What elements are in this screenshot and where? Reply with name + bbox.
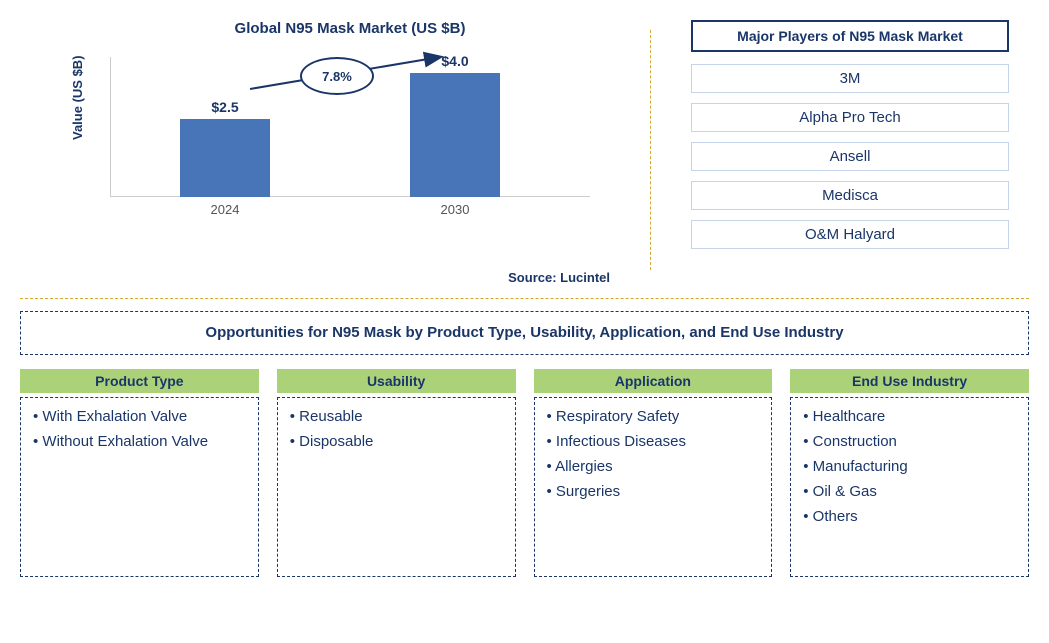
column-header: Application bbox=[534, 369, 773, 393]
players-panel: Major Players of N95 Mask Market 3M Alpha… bbox=[661, 10, 1029, 290]
list-item: With Exhalation Valve bbox=[33, 408, 246, 425]
player-item: 3M bbox=[691, 64, 1009, 93]
list-item: Surgeries bbox=[547, 483, 760, 500]
players-list: 3M Alpha Pro Tech Ansell Medisca O&M Halyard bbox=[691, 64, 1009, 249]
list-item: Oil & Gas bbox=[803, 483, 1016, 500]
growth-rate-bubble: 7.8% bbox=[300, 57, 374, 95]
player-item: Ansell bbox=[691, 142, 1009, 171]
opportunities-title-box: Opportunities for N95 Mask by Product Ty… bbox=[20, 311, 1029, 355]
list-item: Infectious Diseases bbox=[547, 433, 760, 450]
players-title: Major Players of N95 Mask Market bbox=[691, 20, 1009, 52]
column-header: Product Type bbox=[20, 369, 259, 393]
opportunity-column: Usability Reusable Disposable bbox=[277, 369, 516, 577]
list-item: Others bbox=[803, 508, 1016, 525]
vertical-divider bbox=[650, 30, 651, 270]
column-header: End Use Industry bbox=[790, 369, 1029, 393]
opportunity-column: End Use Industry Healthcare Construction Ma… bbox=[790, 369, 1029, 577]
column-body: Reusable Disposable bbox=[277, 397, 516, 577]
x-tick-2030: 2030 bbox=[410, 202, 500, 217]
column-header: Usability bbox=[277, 369, 516, 393]
opportunity-columns: Product Type With Exhalation Valve Without… bbox=[20, 369, 1029, 577]
top-section: Global N95 Mask Market (US $B) Value (US… bbox=[20, 10, 1029, 290]
player-item: O&M Halyard bbox=[691, 220, 1009, 249]
chart-ylabel: Value (US $B) bbox=[70, 55, 85, 140]
opportunities-title: Opportunities for N95 Mask by Product Ty… bbox=[205, 324, 843, 341]
list-item: Respiratory Safety bbox=[547, 408, 760, 425]
chart-body: $2.5 2024 $4.0 2030 7.8% bbox=[110, 57, 590, 217]
list-item: Construction bbox=[803, 433, 1016, 450]
list-item: Disposable bbox=[290, 433, 503, 450]
chart-area: Global N95 Mask Market (US $B) Value (US… bbox=[20, 10, 640, 290]
horizontal-divider bbox=[20, 298, 1029, 299]
list-item: Healthcare bbox=[803, 408, 1016, 425]
column-body: Healthcare Construction Manufacturing Oil &… bbox=[790, 397, 1029, 577]
opportunity-column: Application Respiratory Safety Infectious … bbox=[534, 369, 773, 577]
column-body: Respiratory Safety Infectious Diseases All… bbox=[534, 397, 773, 577]
player-item: Alpha Pro Tech bbox=[691, 103, 1009, 132]
list-item: Reusable bbox=[290, 408, 503, 425]
source-label: Source: Lucintel bbox=[508, 270, 610, 285]
x-tick-2024: 2024 bbox=[180, 202, 270, 217]
chart-title: Global N95 Mask Market (US $B) bbox=[60, 20, 640, 37]
column-body: With Exhalation Valve Without Exhalation … bbox=[20, 397, 259, 577]
bar-2024 bbox=[180, 119, 270, 197]
player-item: Medisca bbox=[691, 181, 1009, 210]
list-item: Without Exhalation Valve bbox=[33, 433, 246, 450]
list-item: Allergies bbox=[547, 458, 760, 475]
opportunity-column: Product Type With Exhalation Valve Without… bbox=[20, 369, 259, 577]
list-item: Manufacturing bbox=[803, 458, 1016, 475]
y-axis bbox=[110, 57, 111, 197]
